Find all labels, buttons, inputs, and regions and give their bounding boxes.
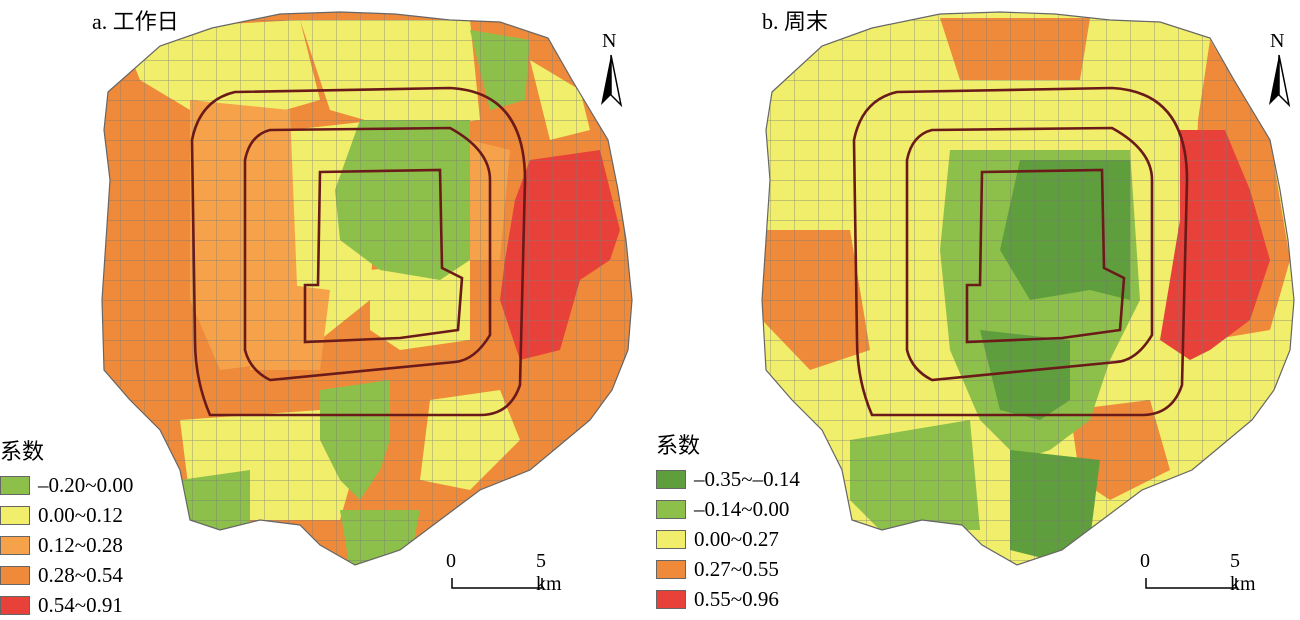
ring-roads bbox=[852, 86, 1189, 417]
ring-road-3 bbox=[243, 126, 492, 382]
north-label: N bbox=[1270, 30, 1285, 52]
map-panel-weekend: b. 周末 bbox=[650, 0, 1300, 611]
ring-road-4 bbox=[852, 86, 1189, 417]
legend-item: –0.14~0.00 bbox=[656, 494, 800, 524]
legend-swatch bbox=[656, 499, 686, 519]
legend-title: 系数 bbox=[656, 433, 701, 458]
legend-title: 系数 bbox=[0, 439, 45, 464]
city-boundary bbox=[101, 11, 633, 566]
legend-item: 0.00~0.27 bbox=[656, 524, 800, 554]
districts-layer bbox=[762, 12, 1294, 565]
ring-roads bbox=[190, 86, 527, 417]
legend-swatch bbox=[656, 559, 686, 579]
legend-item: 0.54~0.91 bbox=[0, 590, 133, 620]
scale-start-label: 0 bbox=[1140, 550, 1150, 572]
panel-title: b. 周末 bbox=[762, 9, 829, 34]
legend: 系数 –0.35~–0.14 –0.14~0.00 0.00~0.27 0.27… bbox=[656, 428, 800, 614]
city-boundary bbox=[761, 11, 1295, 566]
north-label: N bbox=[602, 30, 617, 52]
legend: 系数 –0.20~0.00 0.00~0.12 0.12~0.28 0.28~0… bbox=[0, 434, 133, 620]
legend-swatch bbox=[0, 505, 30, 525]
scale-bar-line bbox=[451, 578, 543, 589]
legend-swatch bbox=[0, 595, 30, 615]
legend-item: –0.35~–0.14 bbox=[656, 464, 800, 494]
legend-swatch bbox=[0, 565, 30, 585]
north-arrow-icon bbox=[601, 54, 623, 108]
legend-swatch bbox=[0, 535, 30, 555]
ring-road-2 bbox=[965, 168, 1126, 344]
legend-item: 0.28~0.54 bbox=[0, 560, 133, 590]
choropleth-map bbox=[761, 11, 1295, 566]
ring-road-3 bbox=[905, 126, 1154, 382]
map-panel-weekday: a. 工作日 bbox=[0, 0, 650, 617]
legend-item: 0.27~0.55 bbox=[656, 554, 800, 584]
scale-bar: 0 5 km bbox=[1134, 550, 1264, 610]
legend-item: –0.20~0.00 bbox=[0, 470, 133, 500]
north-arrow-icon bbox=[1269, 54, 1291, 108]
scale-bar-line bbox=[1145, 578, 1237, 589]
choropleth-map bbox=[101, 11, 633, 566]
panel-title: a. 工作日 bbox=[92, 9, 179, 34]
legend-item: 0.55~0.96 bbox=[656, 584, 800, 614]
legend-item: 0.12~0.28 bbox=[0, 530, 133, 560]
ring-road-2 bbox=[303, 168, 464, 344]
scale-bar: 0 5 km bbox=[440, 550, 570, 610]
legend-swatch bbox=[656, 589, 686, 609]
legend-item: 0.00~0.12 bbox=[0, 500, 133, 530]
legend-swatch bbox=[656, 469, 686, 489]
scale-start-label: 0 bbox=[446, 550, 456, 572]
ring-road-4 bbox=[190, 86, 527, 417]
legend-swatch bbox=[0, 475, 30, 495]
legend-swatch bbox=[656, 529, 686, 549]
